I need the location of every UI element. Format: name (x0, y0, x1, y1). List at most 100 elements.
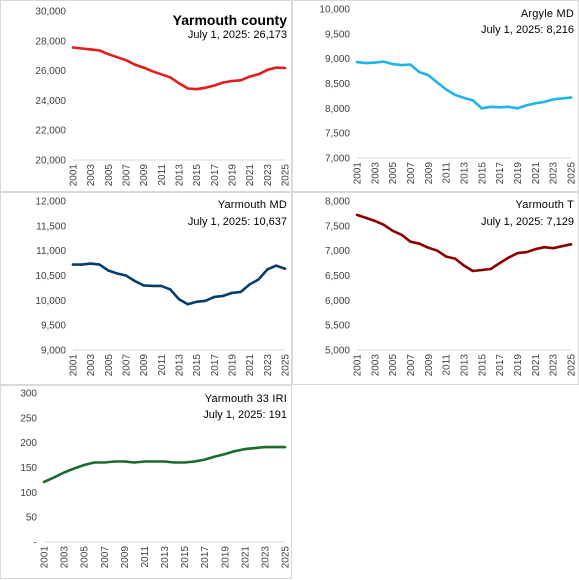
x-tick-label: 2009 (120, 546, 131, 569)
data-point (115, 55, 119, 59)
x-tick-label: 2001 (353, 354, 364, 377)
x-tick-label: 2017 (200, 546, 211, 569)
data-point (233, 449, 236, 453)
data-point (173, 461, 176, 464)
y-tick-label: 7,500 (325, 129, 350, 140)
data-point (543, 245, 546, 249)
x-tick-label: 2011 (442, 354, 453, 376)
data-point (133, 461, 136, 464)
y-tick-label: 30,000 (35, 7, 66, 18)
data-point (248, 75, 251, 78)
data-point (62, 471, 66, 474)
data-point (525, 250, 528, 254)
x-tick-label: 2023 (549, 354, 560, 377)
x-tick-label: 2003 (370, 162, 381, 185)
chart-title: Yarmouth county (172, 12, 287, 28)
data-point (257, 278, 260, 281)
y-tick-label: 5,500 (325, 321, 350, 332)
series-line (355, 60, 573, 110)
x-tick-label: 2023 (263, 164, 274, 187)
x-tick-label: 2013 (160, 546, 171, 569)
chart-svg-yarmouth-33-iri: - 50 100 150 200 250 300 2001 2003 2005 2007 2009 20… (20, 389, 291, 569)
data-point (151, 284, 154, 288)
x-tick-label: 2005 (80, 546, 91, 569)
x-tick-label: 2017 (210, 354, 221, 377)
x-tick-label: 2003 (86, 164, 97, 187)
data-point (444, 88, 448, 91)
y-tick-label: 100 (20, 488, 37, 499)
chart-panel-yarmouth-county: 20,000 22,000 24,000 26,000 28,000 30,000 2001… (0, 0, 292, 192)
x-tick-label: 2001 (40, 546, 51, 569)
data-point (71, 46, 75, 49)
chart-svg-yarmouth-md: 9,000 9,500 10,000 10,500 11,000 11,500 12,000… (35, 197, 291, 377)
x-tick-label: 2023 (263, 354, 274, 377)
data-point (183, 461, 186, 464)
data-point (195, 300, 198, 304)
data-point (89, 262, 92, 265)
chart-subtitle: July 1, 2025: 191 (203, 409, 287, 421)
chart-panel-yarmouth-t: 5,000 5,500 6,000 6,500 7,000 7,500 8,000 2001 2… (292, 192, 579, 385)
chart-title: Yarmouth 33 IRI (204, 393, 287, 405)
data-point (71, 263, 75, 266)
data-point (462, 96, 466, 100)
x-tick-label: 2021 (245, 354, 256, 377)
y-tick-label: 12,000 (35, 197, 66, 208)
data-point (436, 249, 439, 252)
data-point (72, 467, 76, 470)
data-point (52, 476, 56, 479)
data-point (498, 106, 501, 109)
y-tick-label: 9,000 (41, 346, 66, 357)
data-point (400, 233, 403, 236)
x-tick-label: 2001 (69, 354, 80, 377)
x-tick-label: 2005 (388, 162, 399, 185)
chart-subtitle: July 1, 2025: 7,129 (481, 216, 574, 228)
data-point (266, 268, 269, 271)
y-tick-label: 9,500 (325, 29, 350, 40)
data-point (382, 223, 385, 227)
data-point (373, 219, 377, 223)
data-point (489, 105, 492, 109)
data-point (248, 283, 251, 286)
data-point (160, 73, 163, 76)
x-tick-label: 2023 (549, 162, 560, 185)
data-point (213, 455, 216, 458)
chart-panel-argyle-md: 7,000 7,500 8,000 8,500 9,000 9,500 10,000 2001… (292, 0, 579, 192)
y-tick-label: 300 (20, 389, 37, 400)
data-point (168, 76, 172, 79)
data-point (569, 96, 573, 99)
data-point (213, 84, 216, 87)
data-point (391, 62, 394, 66)
x-tick-label: 2013 (460, 354, 471, 377)
y-tick-label: 7,000 (325, 154, 350, 165)
x-tick-label: 2003 (370, 354, 381, 377)
y-tick-label: 9,000 (325, 54, 350, 65)
data-point (498, 261, 501, 265)
data-point (98, 263, 101, 266)
y-tick-label: 7,000 (325, 246, 350, 257)
data-point (391, 229, 394, 232)
x-tick-label: 2015 (477, 354, 488, 377)
x-tick-label: 2021 (531, 162, 542, 185)
x-tick-label: 2019 (228, 164, 239, 187)
data-point (186, 303, 190, 306)
x-tick-label: 2021 (240, 546, 251, 569)
data-point (551, 246, 555, 250)
x-tick-label: 2023 (260, 546, 271, 569)
data-point (80, 47, 84, 50)
data-point (103, 461, 106, 464)
y-tick-label: 200 (20, 438, 37, 449)
data-point (569, 243, 573, 246)
data-point (113, 460, 116, 463)
data-point (453, 93, 457, 97)
x-tick-label: 2025 (281, 164, 292, 187)
data-point (82, 463, 86, 467)
data-point (364, 216, 368, 220)
data-point (98, 49, 101, 52)
data-point (480, 268, 484, 272)
y-tick-label: 10,000 (319, 5, 350, 16)
data-point (123, 460, 126, 463)
data-point (142, 66, 145, 69)
x-tick-label: 2015 (192, 354, 203, 377)
data-point (107, 269, 110, 272)
data-point (273, 445, 277, 449)
